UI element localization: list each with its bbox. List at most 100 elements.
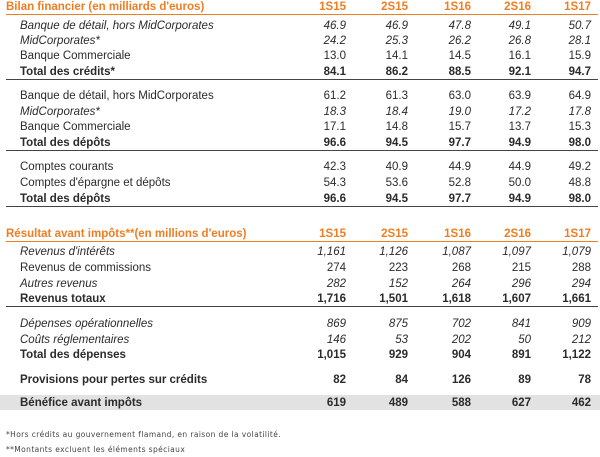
- row-label: Banque de détail, hors MidCorporates: [20, 89, 214, 102]
- col-header: 2S16: [504, 228, 531, 240]
- table-cell: 50: [518, 333, 531, 346]
- table-cell: 15.3: [568, 120, 591, 133]
- table-cell: 17.1: [323, 120, 346, 133]
- table-row: Total des crédits* 84.1 86.2 88.5 92.1 94.7: [6, 64, 598, 80]
- row-label: Revenus de commissions: [20, 261, 152, 274]
- table-cell: 89: [518, 373, 531, 386]
- table-cell: 19.0: [448, 105, 471, 118]
- table-cell: 909: [571, 317, 591, 330]
- table-row: Banque Commerciale 13.0 14.1 14.5 16.1 15.9: [6, 48, 598, 63]
- table-cell: 40.9: [385, 160, 408, 173]
- table-cell: 84.1: [323, 65, 346, 78]
- table-row: Total des dépôts 96.6 94.5 97.7 94.9 98.0: [6, 135, 598, 151]
- table-cell: 50.7: [568, 19, 591, 32]
- col-header: 1S17: [564, 228, 591, 240]
- table-row: MidCorporates* 24.2 25.3 26.2 26.8 28.1: [6, 33, 598, 48]
- table-cell: 282: [326, 277, 346, 290]
- table-cell: 28.1: [568, 34, 591, 47]
- table-cell: 97.7: [448, 192, 471, 205]
- row-label: Revenus d'intérêts: [20, 245, 115, 258]
- col-header: 1S16: [444, 228, 471, 240]
- table-row: Banque Commerciale 17.1 14.8 15.7 13.7 15.3: [6, 119, 598, 134]
- table-cell: 94.5: [385, 136, 408, 149]
- table-cell: 152: [388, 277, 408, 290]
- table-cell: 1,015: [317, 348, 346, 361]
- table-cell: 49.2: [568, 160, 591, 173]
- table-cell: 46.9: [385, 19, 408, 32]
- result-title: Résultat avant impôts**(en millions d'eu…: [6, 228, 247, 240]
- table-cell: 202: [451, 333, 471, 346]
- row-label: Total des crédits*: [20, 65, 116, 78]
- table-cell: 84: [395, 373, 408, 386]
- table-cell: 78: [578, 373, 591, 386]
- table-row: Provisions pour pertes sur crédits 82 84 12…: [6, 372, 598, 387]
- table-cell: 841: [511, 317, 531, 330]
- col-header: 2S15: [381, 1, 408, 13]
- table-cell: 1,126: [379, 245, 408, 258]
- table-cell: 588: [451, 396, 471, 409]
- row-label: Provisions pour pertes sur crédits: [20, 373, 208, 386]
- table-cell: 288: [571, 261, 591, 274]
- table-row: Revenus d'intérêts 1,161 1,126 1,087 1,097 1,…: [6, 244, 598, 259]
- table-cell: 296: [511, 277, 531, 290]
- row-label: Dépenses opérationnelles: [20, 317, 153, 330]
- row-label: MidCorporates*: [20, 105, 100, 118]
- row-label: Bénéfice avant impôts: [20, 396, 143, 409]
- table-cell: 1,501: [379, 292, 408, 305]
- row-label: Comptes d'épargne et dépôts: [20, 176, 171, 189]
- footnote-1: *Hors crédits au gouvernement flamand, e…: [6, 430, 282, 439]
- table-cell: 50.0: [508, 176, 531, 189]
- table-cell: 94.7: [568, 65, 591, 78]
- highlight-band: [0, 395, 600, 410]
- table-cell: 97.7: [448, 136, 471, 149]
- table-cell: 24.2: [323, 34, 346, 47]
- col-header: 1S17: [564, 1, 591, 13]
- table-cell: 126: [451, 373, 471, 386]
- row-label: Banque Commerciale: [20, 49, 131, 62]
- table-cell: 64.9: [568, 89, 591, 102]
- table-cell: 14.8: [385, 120, 408, 133]
- table-row: Comptes d'épargne et dépôts 54.3 53.6 52.8 5…: [6, 175, 598, 190]
- table-cell: 1,079: [562, 245, 591, 258]
- table-cell: 86.2: [385, 65, 408, 78]
- table-cell: 54.3: [323, 176, 346, 189]
- table-cell: 891: [511, 348, 531, 361]
- table-row: Bénéfice avant impôts 619 489 588 627 462: [6, 395, 598, 410]
- table-cell: 702: [451, 317, 471, 330]
- table-cell: 98.0: [568, 136, 591, 149]
- table-cell: 1,097: [502, 245, 531, 258]
- table-cell: 14.1: [385, 49, 408, 62]
- row-label: Banque Commerciale: [20, 120, 131, 133]
- balance-sheet-title: Bilan financier (en milliards d'euros): [6, 1, 205, 13]
- row-label: Total des dépenses: [20, 348, 126, 361]
- table-cell: 13.7: [508, 120, 531, 133]
- row-label: Total des dépôts: [20, 136, 111, 149]
- table-cell: 627: [511, 396, 531, 409]
- table-cell: 61.3: [385, 89, 408, 102]
- table-cell: 17.8: [568, 105, 591, 118]
- table-cell: 223: [388, 261, 408, 274]
- col-header: 1S16: [444, 1, 471, 13]
- table-cell: 268: [451, 261, 471, 274]
- table-cell: 18.3: [323, 105, 346, 118]
- table-cell: 1,087: [442, 245, 471, 258]
- table-cell: 96.6: [323, 192, 346, 205]
- table-cell: 1,161: [317, 245, 346, 258]
- table-cell: 48.8: [568, 176, 591, 189]
- table-cell: 44.9: [508, 160, 531, 173]
- table-cell: 489: [388, 396, 408, 409]
- table-cell: 146: [326, 333, 346, 346]
- table-cell: 52.8: [448, 176, 471, 189]
- table-cell: 25.3: [385, 34, 408, 47]
- table-row: Comptes courants 42.3 40.9 44.9 44.9 49.2: [6, 159, 598, 174]
- table-cell: 15.9: [568, 49, 591, 62]
- table-cell: 53: [395, 333, 408, 346]
- table-row: Total des dépenses 1,015 929 904 891 1,122: [6, 347, 598, 362]
- col-header: 2S16: [504, 1, 531, 13]
- balance-sheet-header: Bilan financier (en milliards d'euros) 1…: [6, 0, 598, 15]
- col-header: 1S15: [319, 1, 346, 13]
- table-row: Dépenses opérationnelles 869 875 702 841 909: [6, 316, 598, 331]
- table-cell: 17.2: [508, 105, 531, 118]
- table-cell: 49.1: [508, 19, 531, 32]
- table-cell: 15.7: [448, 120, 471, 133]
